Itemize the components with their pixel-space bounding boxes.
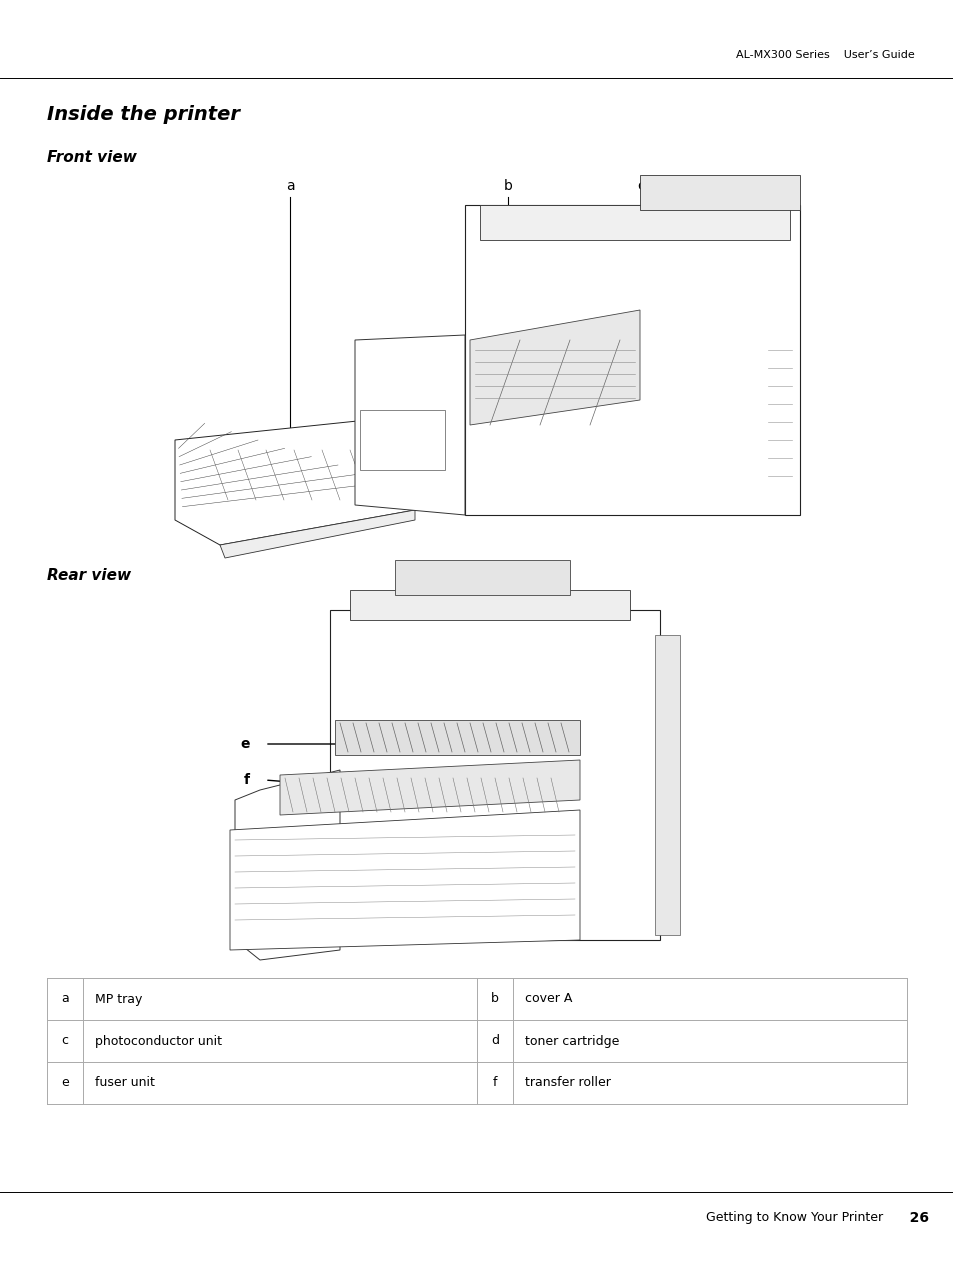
Polygon shape [464, 205, 800, 515]
Polygon shape [470, 310, 639, 426]
Text: Inside the printer: Inside the printer [47, 106, 240, 125]
Polygon shape [639, 175, 800, 210]
Polygon shape [174, 415, 415, 545]
Polygon shape [479, 205, 789, 240]
Text: AL-MX300 Series    User’s Guide: AL-MX300 Series User’s Guide [736, 50, 914, 60]
Text: Getting to Know Your Printer: Getting to Know Your Printer [705, 1212, 894, 1224]
Text: d: d [491, 1034, 498, 1047]
Polygon shape [350, 590, 629, 620]
Text: b: b [503, 180, 512, 192]
Polygon shape [655, 634, 679, 935]
Text: f: f [493, 1077, 497, 1089]
Polygon shape [330, 610, 659, 940]
Polygon shape [280, 761, 579, 815]
Text: c: c [61, 1034, 69, 1047]
Text: MP tray: MP tray [95, 992, 142, 1005]
Polygon shape [355, 335, 464, 515]
Text: c: c [637, 180, 644, 192]
Text: Rear view: Rear view [47, 567, 131, 582]
Polygon shape [230, 810, 579, 950]
Bar [359, 410, 444, 470]
Text: a: a [285, 180, 294, 192]
Text: f: f [244, 773, 250, 787]
Text: fuser unit: fuser unit [95, 1077, 154, 1089]
Text: d: d [676, 180, 684, 192]
Text: b: b [491, 992, 498, 1005]
Text: Front view: Front view [47, 150, 136, 166]
Text: cover A: cover A [524, 992, 572, 1005]
Text: photoconductor unit: photoconductor unit [95, 1034, 222, 1047]
Polygon shape [335, 720, 579, 755]
Text: toner cartridge: toner cartridge [524, 1034, 618, 1047]
Text: e: e [61, 1077, 69, 1089]
Polygon shape [234, 769, 339, 961]
Text: a: a [61, 992, 69, 1005]
Text: transfer roller: transfer roller [524, 1077, 610, 1089]
Text: e: e [240, 736, 250, 750]
Text: 26: 26 [894, 1212, 928, 1226]
Polygon shape [395, 561, 569, 595]
Polygon shape [220, 510, 415, 558]
